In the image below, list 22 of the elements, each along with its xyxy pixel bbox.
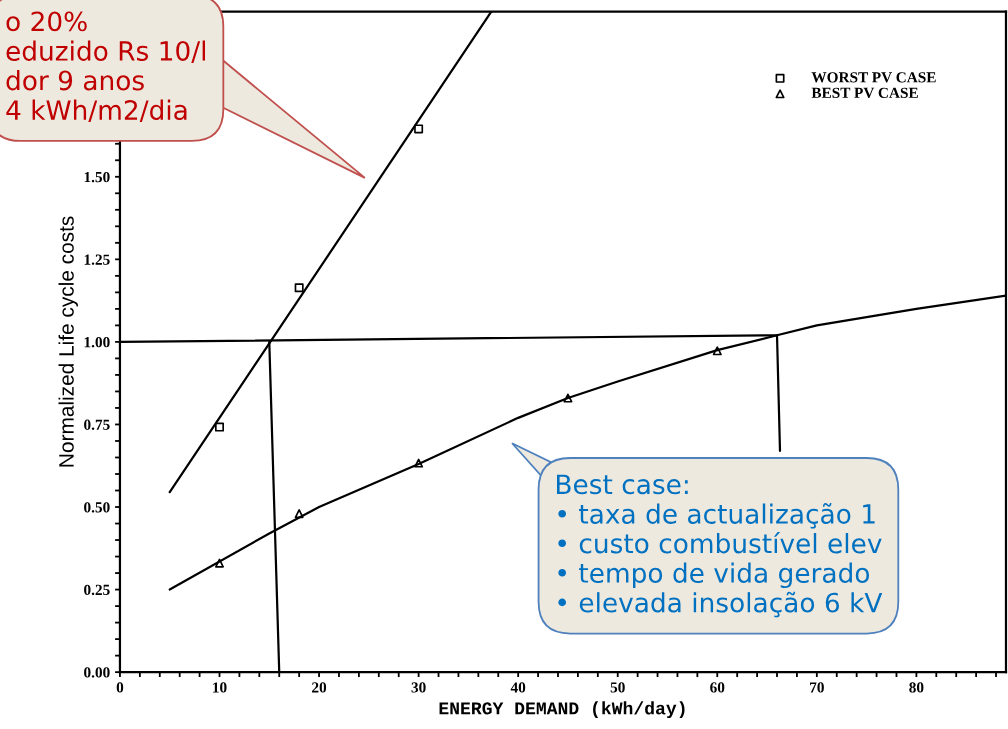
x-tick-label: 20 [312, 682, 327, 693]
x-tick-label: 70 [810, 682, 824, 693]
x-tick-label: 30 [411, 682, 426, 693]
y-tick-label: 1.25 [84, 254, 110, 265]
x-tick-label: 60 [710, 682, 725, 693]
x-axis-title: ENERGY DEMAND (kWh/day) [439, 701, 685, 719]
y-tick-label: 0.00 [84, 667, 110, 678]
y-tick-label: 1.00 [84, 337, 110, 348]
y-axis-title: Normalized Life cycle costs [58, 216, 78, 467]
y-tick-label: 0.75 [84, 419, 110, 430]
x-tick-label: 80 [909, 682, 924, 693]
y-tick-label: 1.50 [84, 171, 110, 183]
x-tick-label: 50 [610, 682, 625, 693]
x-tick-label: 40 [510, 682, 526, 693]
x-tick-label: 0 [116, 682, 124, 693]
x-tick-label: 10 [213, 682, 227, 693]
legend-label: BEST PV CASE [811, 87, 918, 99]
annotation: o 20% eduzido Rs 10/l dor 9 anos 4 kWh/m2/dia [6, 11, 206, 123]
y-tick-label: 0.25 [84, 584, 110, 596]
legend-label: WORST PV CASE [811, 72, 936, 83]
annotation: Best case: • taxa de actualização 1 • custo combustível elev • tempo de vida gerado • elevada insolação 6 kV [556, 474, 883, 618]
y-tick-label: 0.50 [84, 502, 110, 513]
